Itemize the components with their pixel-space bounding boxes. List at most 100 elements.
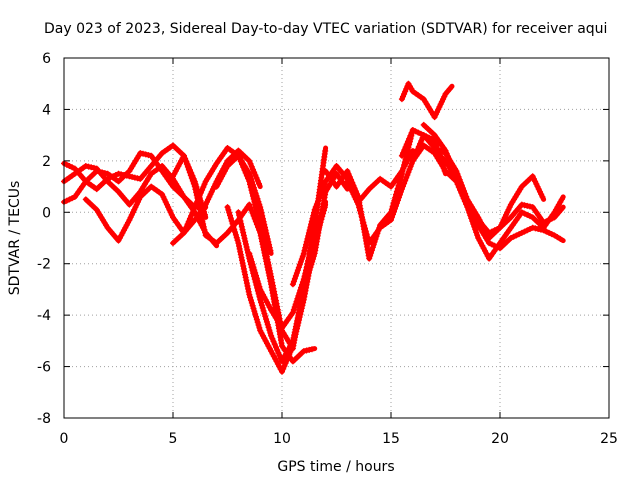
data-point xyxy=(486,229,493,236)
y-tick-label: 0 xyxy=(42,205,51,221)
data-point xyxy=(183,224,190,231)
data-point xyxy=(247,297,254,304)
data-point xyxy=(491,242,498,249)
data-point xyxy=(249,166,256,173)
data-point xyxy=(63,197,70,204)
data-point xyxy=(442,147,449,154)
data-point xyxy=(403,174,410,181)
data-point xyxy=(246,201,253,208)
data-point xyxy=(235,152,242,159)
data-point xyxy=(184,221,191,228)
data-point xyxy=(293,320,300,327)
data-point xyxy=(200,184,207,191)
data-point xyxy=(397,176,404,183)
data-point xyxy=(310,235,317,242)
data-point xyxy=(494,244,501,250)
data-point xyxy=(129,173,136,180)
data-point xyxy=(199,218,206,225)
data-point xyxy=(266,265,273,271)
data-point xyxy=(250,195,257,202)
data-point xyxy=(319,186,326,193)
data-point xyxy=(242,241,249,248)
data-point xyxy=(261,242,268,249)
data-point xyxy=(197,209,204,216)
data-point xyxy=(185,218,192,225)
data-point xyxy=(66,163,73,169)
data-point xyxy=(118,171,125,178)
data-point xyxy=(299,253,306,260)
data-point xyxy=(367,252,374,259)
data-point xyxy=(248,258,255,265)
data-point xyxy=(134,175,141,182)
data-point xyxy=(398,152,405,159)
data-point xyxy=(244,246,251,253)
data-point xyxy=(319,207,326,214)
data-point xyxy=(241,235,248,242)
data-point xyxy=(112,172,119,178)
data-point xyxy=(243,172,250,179)
data-point xyxy=(237,158,244,165)
data-point xyxy=(276,352,283,359)
x-tick-label: 0 xyxy=(60,431,69,447)
data-point xyxy=(271,291,278,298)
data-point xyxy=(274,347,281,353)
data-point xyxy=(196,192,203,199)
series-markers-sat-9 xyxy=(235,170,349,365)
data-point xyxy=(301,273,308,280)
data-point xyxy=(291,332,298,339)
data-point xyxy=(412,128,419,135)
data-point xyxy=(69,195,76,202)
data-point xyxy=(107,174,114,181)
data-point xyxy=(409,127,416,133)
data-point xyxy=(240,263,247,269)
data-point xyxy=(518,209,525,216)
data-point xyxy=(294,317,301,324)
data-point xyxy=(298,281,305,288)
series-group xyxy=(61,80,566,375)
data-point xyxy=(240,265,247,272)
data-point xyxy=(396,179,403,186)
data-point xyxy=(247,184,254,191)
data-point xyxy=(417,130,424,137)
data-point xyxy=(280,365,287,372)
data-point xyxy=(315,221,322,228)
data-point xyxy=(186,215,193,222)
y-axis-label: SDTVAR / TECUs xyxy=(7,181,23,296)
data-point xyxy=(265,259,272,266)
data-point xyxy=(131,174,138,181)
data-point xyxy=(321,201,328,208)
x-tick-label: 5 xyxy=(169,431,178,447)
data-point xyxy=(257,296,264,303)
data-point xyxy=(405,169,412,176)
data-point xyxy=(188,212,195,219)
data-point xyxy=(180,229,187,236)
data-point xyxy=(184,163,191,170)
data-point xyxy=(236,245,243,252)
data-point xyxy=(297,258,304,265)
data-point xyxy=(293,270,300,277)
data-point xyxy=(306,252,313,259)
data-point xyxy=(196,206,203,213)
data-point xyxy=(245,175,252,182)
data-point xyxy=(318,212,325,219)
data-point xyxy=(532,225,539,232)
series-markers-sat-10 xyxy=(246,201,328,331)
data-point xyxy=(526,203,533,210)
data-point xyxy=(228,217,235,224)
data-point xyxy=(455,181,462,188)
data-point xyxy=(472,226,479,233)
data-point xyxy=(252,201,259,208)
data-point xyxy=(244,283,251,289)
data-point xyxy=(140,150,147,157)
data-point xyxy=(304,235,311,242)
data-point xyxy=(543,228,550,235)
data-point xyxy=(362,228,369,235)
data-point xyxy=(400,149,407,156)
data-point xyxy=(259,230,266,237)
data-point xyxy=(226,209,233,216)
data-point xyxy=(245,285,252,292)
data-point xyxy=(404,172,411,178)
data-point xyxy=(389,211,396,218)
data-point xyxy=(294,295,301,302)
data-point xyxy=(254,278,261,285)
